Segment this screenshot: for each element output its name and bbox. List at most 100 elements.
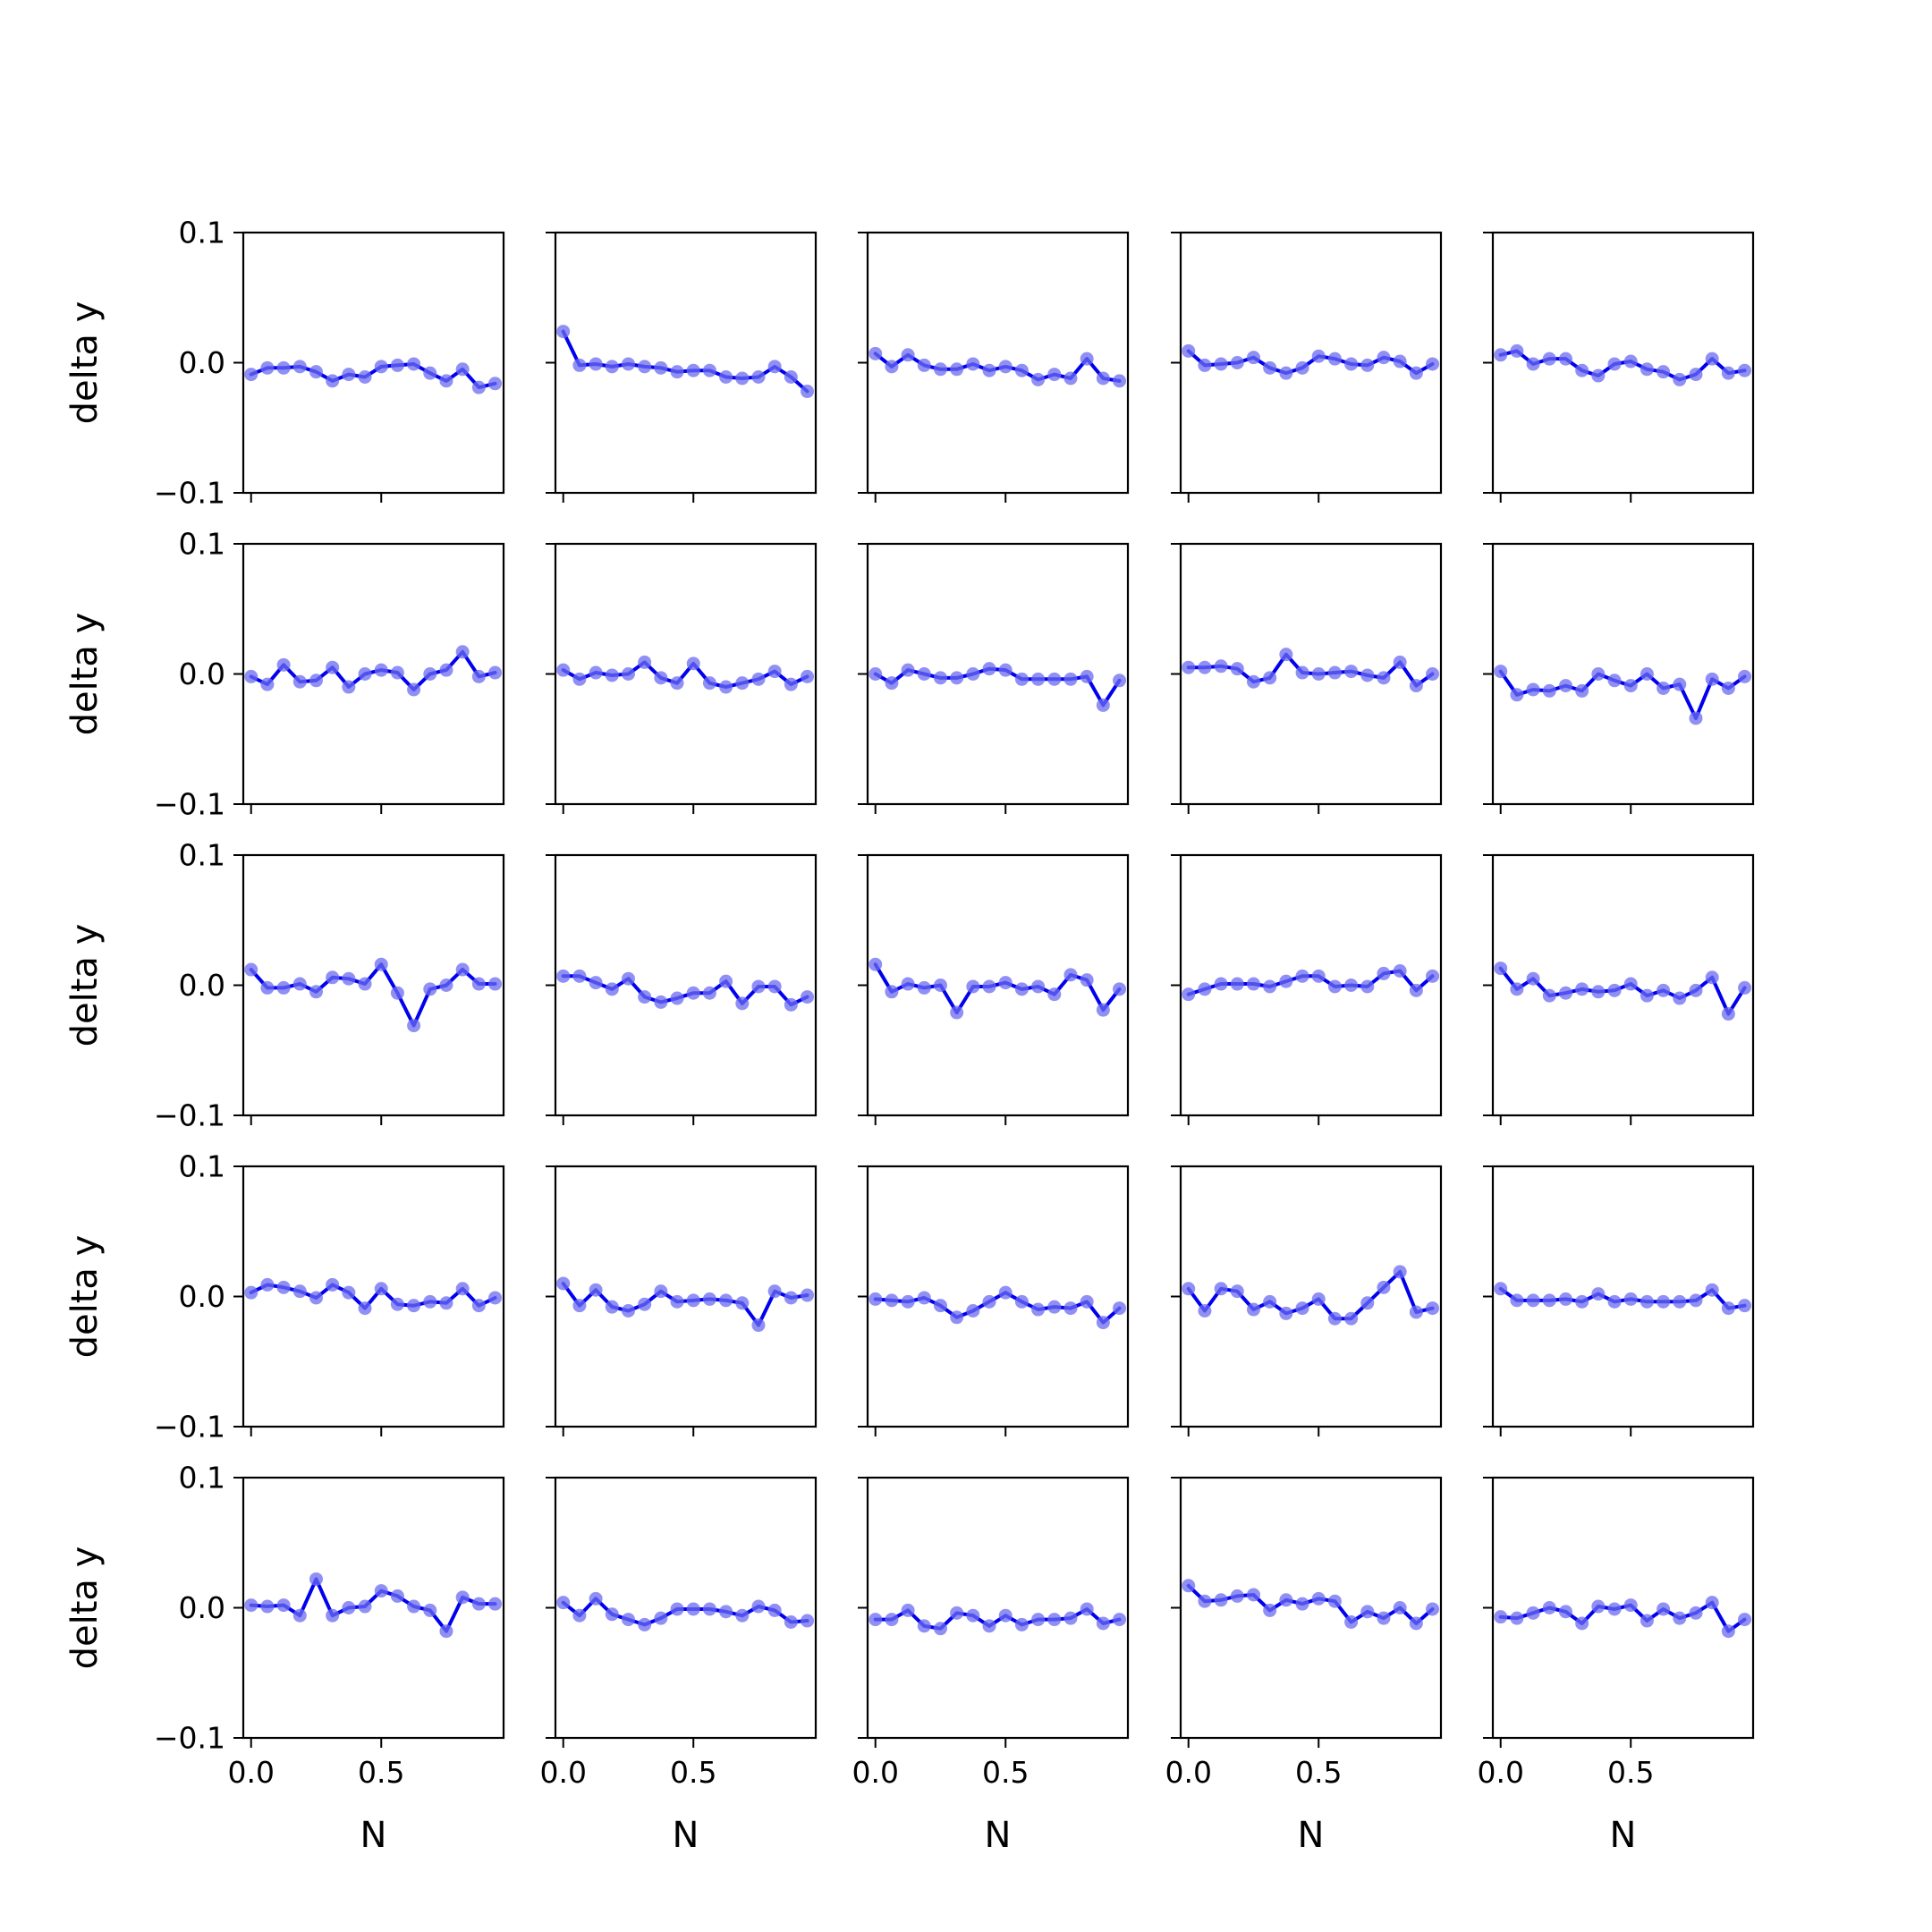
data-point-r5c1-0 [244,1598,258,1613]
y-tick-label-r4c1-0: −0.1 [154,1410,225,1445]
data-point-r3c3-6 [966,979,980,994]
data-point-r4c3-8 [998,1285,1013,1300]
data-point-r5c4-4 [1246,1588,1260,1602]
data-point-r1c2-1 [572,358,587,372]
series-line-r4c2 [561,1282,809,1327]
y-tick-label-r3c1-1: 0.0 [179,968,225,1003]
data-point-r3c3-5 [950,1005,964,1020]
data-point-r5c5-5 [1575,1616,1589,1631]
data-point-r1c3-5 [950,362,964,377]
data-point-r4c3-3 [917,1291,931,1305]
series-line-r1c1 [249,362,497,390]
data-point-r1c4-4 [1246,351,1260,365]
data-point-r1c3-2 [901,348,915,362]
data-point-r2c5-5 [1575,683,1589,698]
data-point-r4c1-10 [407,1299,421,1313]
data-point-r2c4-1 [1198,660,1212,674]
data-point-r5c5-7 [1607,1602,1622,1616]
data-point-r1c3-14 [1096,371,1110,386]
data-point-r4c1-7 [358,1301,372,1316]
data-point-r2c2-1 [572,672,587,686]
data-point-r5c3-12 [1063,1611,1078,1625]
data-point-r5c4-14 [1409,1616,1423,1631]
data-point-r1c4-13 [1393,354,1407,369]
data-point-r1c5-10 [1657,365,1671,379]
data-point-r3c3-12 [1063,968,1078,982]
data-point-r5c1-1 [260,1599,275,1614]
y-tick-label-r4c1-2: 0.1 [179,1149,225,1184]
data-point-r2c3-12 [1063,672,1078,686]
data-point-r2c5-11 [1673,677,1687,691]
data-point-r4c2-2 [589,1283,603,1297]
data-point-r1c3-13 [1080,352,1094,366]
data-point-r4c5-0 [1494,1282,1508,1296]
data-point-r2c2-8 [686,657,700,671]
data-point-r1c2-2 [589,357,603,371]
data-point-r3c2-7 [670,991,684,1005]
data-point-r2c1-0 [244,669,258,683]
data-point-r4c2-3 [605,1300,619,1314]
data-point-r4c4-9 [1327,1311,1342,1326]
data-point-r5c4-13 [1393,1601,1407,1614]
data-point-r2c4-13 [1393,655,1407,669]
data-point-r1c2-4 [621,357,635,371]
data-point-r4c4-11 [1360,1296,1375,1310]
data-point-r5c4-11 [1360,1605,1375,1619]
data-point-r3c1-0 [244,962,258,977]
data-point-r5c5-14 [1721,1624,1735,1639]
y-tick-label-r2c1-2: 0.1 [179,527,225,562]
data-point-r5c5-0 [1494,1610,1508,1624]
x-tick-label-r5c2-1: 0.5 [670,1755,716,1790]
data-point-r2c3-5 [950,671,964,685]
series-line-r2c3 [873,666,1122,708]
data-point-r2c2-9 [702,676,716,691]
data-point-r1c5-3 [1542,352,1556,366]
data-point-r5c3-11 [1047,1613,1062,1627]
data-point-r5c5-6 [1591,1599,1606,1614]
data-point-r5c3-9 [1014,1617,1029,1631]
data-point-r3c4-13 [1393,963,1407,978]
data-point-r2c1-6 [342,680,356,694]
data-point-r5c1-6 [342,1601,356,1614]
data-point-r5c5-15 [1738,1613,1752,1627]
data-point-r3c3-9 [1014,982,1029,996]
data-point-r5c4-15 [1426,1602,1440,1616]
data-point-r5c2-11 [735,1608,750,1623]
data-point-r4c5-7 [1607,1294,1622,1309]
data-point-r1c1-12 [439,374,453,388]
y-axis-label-row-3: delta y [64,924,106,1047]
data-point-r2c5-14 [1721,682,1735,696]
data-point-r1c5-9 [1640,362,1654,377]
y-tick-label-r2c1-1: 0.0 [179,657,225,691]
data-point-r5c2-2 [589,1591,603,1606]
data-point-r1c2-5 [638,360,652,374]
data-point-r2c2-4 [621,667,635,681]
data-point-r5c5-8 [1623,1598,1638,1613]
data-point-r2c1-8 [374,663,388,677]
data-point-r2c3-1 [885,676,899,691]
data-point-r3c3-7 [982,979,996,994]
data-point-r4c4-7 [1295,1301,1309,1316]
data-point-r3c5-0 [1494,962,1508,976]
x-tick-label-r5c3-1: 0.5 [982,1755,1029,1790]
data-point-r2c5-7 [1607,674,1622,688]
data-point-r3c1-2 [276,980,291,995]
data-point-r3c3-14 [1096,1003,1110,1017]
data-point-r2c4-12 [1377,671,1391,685]
data-point-r4c3-12 [1063,1301,1078,1316]
data-point-r1c2-12 [751,370,766,385]
data-point-r3c5-8 [1623,977,1638,991]
data-point-r3c3-3 [917,980,931,995]
data-point-r5c3-5 [950,1606,964,1620]
x-axis-label-col-5: N [1610,1815,1637,1856]
data-point-r4c5-2 [1526,1293,1540,1308]
data-point-r4c3-6 [966,1304,980,1318]
data-point-r2c5-6 [1591,667,1606,681]
x-axis-label-col-4: N [1298,1815,1325,1856]
y-tick-label-r3c1-0: −0.1 [154,1098,225,1133]
data-point-r5c3-7 [982,1619,996,1633]
data-point-r5c4-7 [1295,1597,1309,1611]
data-point-r1c3-12 [1063,371,1078,386]
subplot-frame-r4c4 [1179,1165,1443,1428]
data-point-r5c4-12 [1377,1611,1391,1625]
